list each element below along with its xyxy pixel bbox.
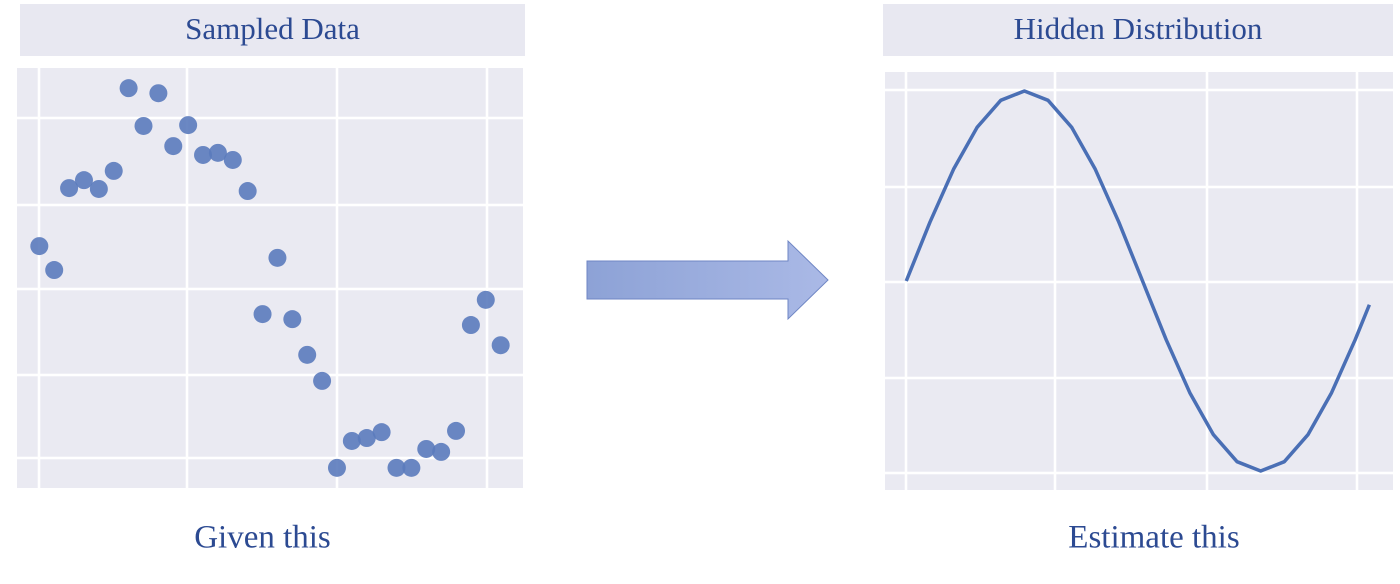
point xyxy=(461,316,480,335)
chart-title: Hidden Distribution xyxy=(1014,11,1263,46)
point xyxy=(357,429,376,448)
point xyxy=(60,179,79,198)
line xyxy=(904,89,1371,473)
point xyxy=(238,182,257,201)
point xyxy=(387,458,406,477)
plot-area xyxy=(17,68,523,488)
point xyxy=(327,458,346,477)
point xyxy=(119,79,138,98)
point xyxy=(268,248,287,267)
point xyxy=(179,116,198,135)
point xyxy=(104,161,123,180)
point xyxy=(208,143,227,162)
point xyxy=(223,150,242,169)
point xyxy=(432,442,451,461)
point xyxy=(164,137,183,156)
arrow xyxy=(586,239,829,321)
point xyxy=(134,116,153,135)
point xyxy=(491,336,510,355)
caption: Given this xyxy=(194,520,331,556)
point xyxy=(313,371,332,390)
chart-title: Sampled Data xyxy=(185,11,360,46)
point xyxy=(476,290,495,309)
point xyxy=(417,439,436,458)
point xyxy=(89,179,108,198)
title-box xyxy=(20,4,525,56)
caption: Estimate this xyxy=(1068,520,1239,556)
point xyxy=(149,84,168,103)
point xyxy=(253,305,272,324)
point xyxy=(402,458,421,477)
point xyxy=(45,261,64,280)
point xyxy=(74,171,93,190)
point xyxy=(298,345,317,364)
point xyxy=(194,145,213,164)
point xyxy=(447,421,466,440)
title-box xyxy=(883,4,1393,56)
point xyxy=(342,431,361,450)
point xyxy=(372,423,391,442)
point xyxy=(30,237,49,256)
point xyxy=(283,310,302,329)
